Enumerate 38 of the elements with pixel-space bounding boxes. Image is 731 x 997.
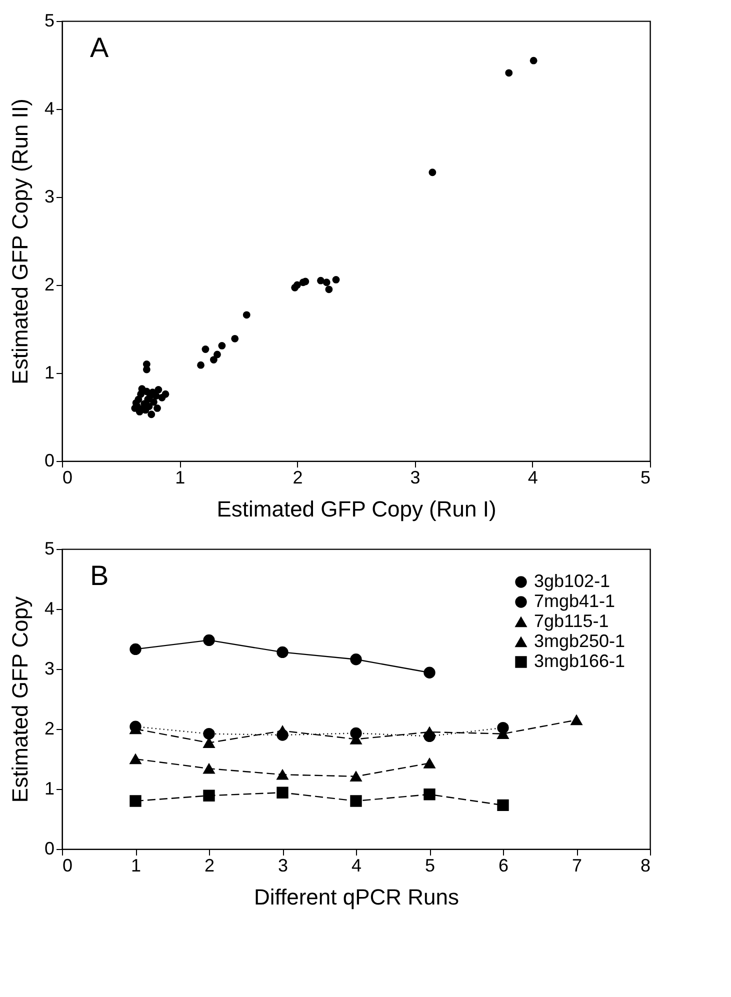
y-tick-label: 3	[44, 658, 54, 678]
y-axis-title: Estimated GFP Copy (Run II)	[7, 98, 32, 384]
x-tick-label: 0	[62, 856, 73, 876]
y-tick-label: 4	[44, 598, 54, 618]
x-tick-label: 5	[640, 468, 650, 488]
x-tick-label: 3	[278, 856, 288, 876]
y-tick-label: 3	[44, 186, 54, 206]
y-tick-label: 0	[44, 838, 54, 858]
x-tick-label: 3	[410, 468, 420, 488]
annotation: B	[90, 560, 109, 591]
y-tick-label: 0	[44, 450, 54, 470]
y-tick-label: 5	[44, 538, 54, 558]
x-tick-label: 4	[528, 468, 538, 488]
annotation: A	[90, 32, 109, 63]
legend-label: 7mgb41-1	[534, 591, 616, 611]
x-tick-label: 1	[130, 856, 142, 876]
x-tick-label: 8	[640, 856, 650, 876]
x-axis-title: Estimated GFP Copy (Run I)	[216, 496, 496, 522]
y-tick-label: 2	[44, 718, 54, 738]
legend-label: 3gb102-1	[534, 571, 610, 591]
legend-label: 3mgb166-1	[534, 651, 626, 671]
legend-label: 7gb115-1	[534, 611, 609, 631]
x-axis-title: Different qPCR Runs	[254, 884, 460, 910]
x-tick-label: 2	[292, 468, 303, 488]
x-tick-label: 5	[424, 856, 436, 876]
x-tick-label: 6	[498, 856, 509, 876]
x-tick-label: 1	[175, 468, 186, 488]
y-tick-label: 1	[44, 362, 54, 382]
x-tick-label: 0	[62, 468, 73, 488]
y-tick-label: 4	[44, 98, 54, 118]
y-axis-title: Estimated GFP Copy	[7, 596, 32, 803]
y-tick-label: 1	[44, 778, 54, 798]
y-tick-label: 2	[44, 274, 54, 294]
x-tick-label: 7	[572, 856, 582, 876]
y-tick-label: 5	[44, 10, 54, 30]
x-tick-label: 2	[204, 856, 215, 876]
x-tick-label: 4	[351, 856, 362, 876]
legend-label: 3mgb250-1	[534, 631, 626, 651]
